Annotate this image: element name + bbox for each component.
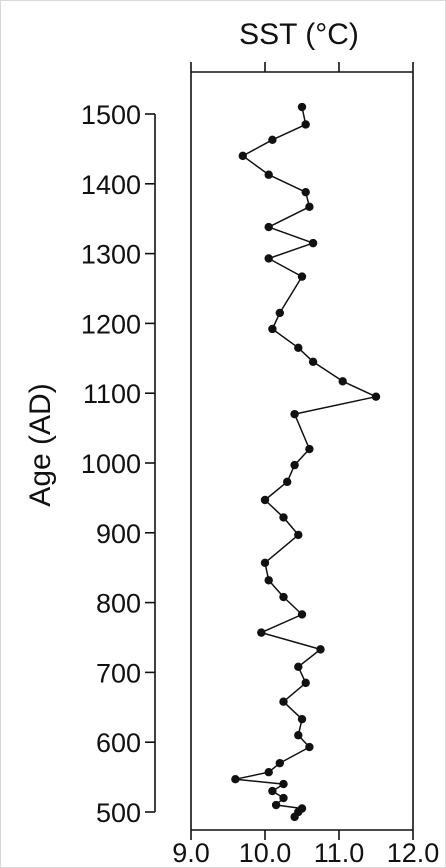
sst-data-point — [297, 102, 307, 112]
sst-data-point — [271, 800, 281, 810]
sst-data-point — [290, 409, 299, 419]
sst-data-point — [268, 324, 277, 334]
sst-series-line — [234, 106, 377, 818]
sst-data-point — [294, 731, 303, 740]
sst-data-point — [231, 774, 240, 784]
sst-data-point — [260, 495, 270, 505]
sst-data-point — [301, 120, 310, 129]
sst-data-point — [268, 135, 277, 145]
axes: 9.0 10.0 11.0 12.0 500 600 700 800 900 1000 1100 12… — [81, 62, 439, 868]
sst-data-point — [257, 628, 266, 637]
y-tick-label: 1000 — [81, 449, 141, 479]
sst-data-point — [264, 170, 273, 179]
sst-data-point — [279, 793, 288, 803]
sst-data-point — [264, 222, 273, 232]
sst-data-point — [294, 343, 303, 353]
y-tick-label: 1100 — [83, 379, 141, 409]
sst-data-point — [290, 812, 299, 822]
y-tick-label: 1300 — [81, 240, 141, 270]
sst-data-point — [305, 742, 314, 752]
y-tick-label: 900 — [96, 519, 141, 549]
sst-data-point — [297, 610, 307, 619]
x-tick-label: 11.0 — [314, 838, 365, 868]
sst-data-point — [297, 714, 307, 724]
y-tick-label: 1200 — [81, 309, 141, 339]
sst-data-point — [275, 308, 284, 318]
sst-data-point — [294, 662, 303, 672]
sst-data-point — [238, 151, 247, 161]
y-axis-title: Age (AD) — [24, 383, 57, 506]
x-tick-label: 12.0 — [387, 838, 440, 868]
x-axis-title: SST (°C) — [239, 18, 359, 51]
y-tick-label: 800 — [96, 589, 141, 619]
y-tick-label: 1500 — [81, 100, 141, 130]
y-tick-label: 600 — [96, 728, 141, 758]
sst-data-point — [297, 272, 307, 281]
sst-data-point — [283, 477, 292, 487]
sst-data-point — [268, 786, 277, 796]
sst-data-point — [338, 377, 347, 386]
sst-data-point — [305, 202, 314, 212]
sst-data-point — [279, 779, 288, 789]
sst-data-point — [275, 758, 284, 768]
y-tick-label: 500 — [96, 798, 141, 828]
sst-data-point — [305, 444, 314, 454]
sst-data-point — [264, 254, 273, 263]
sst-data-point — [264, 576, 273, 585]
y-tick-label: 1400 — [81, 170, 141, 200]
sst-data-point — [371, 392, 381, 401]
sst-data-point — [264, 768, 273, 777]
sst-data-point — [279, 592, 288, 602]
sst-data-point — [279, 697, 288, 706]
data-marks — [231, 102, 381, 822]
sst-data-point — [290, 460, 299, 470]
x-tick-label: 10.0 — [239, 838, 292, 868]
y-tick-label: 700 — [96, 658, 141, 688]
sst-data-point — [308, 238, 318, 248]
sst-data-point — [308, 357, 318, 366]
sst-data-point — [294, 530, 303, 540]
sst-data-point — [260, 558, 270, 568]
sst-data-point — [301, 678, 310, 688]
sst-data-point — [279, 513, 288, 522]
sst-data-point — [316, 645, 325, 654]
sst-data-point — [301, 187, 310, 197]
x-tick-label: 9.0 — [172, 838, 210, 868]
